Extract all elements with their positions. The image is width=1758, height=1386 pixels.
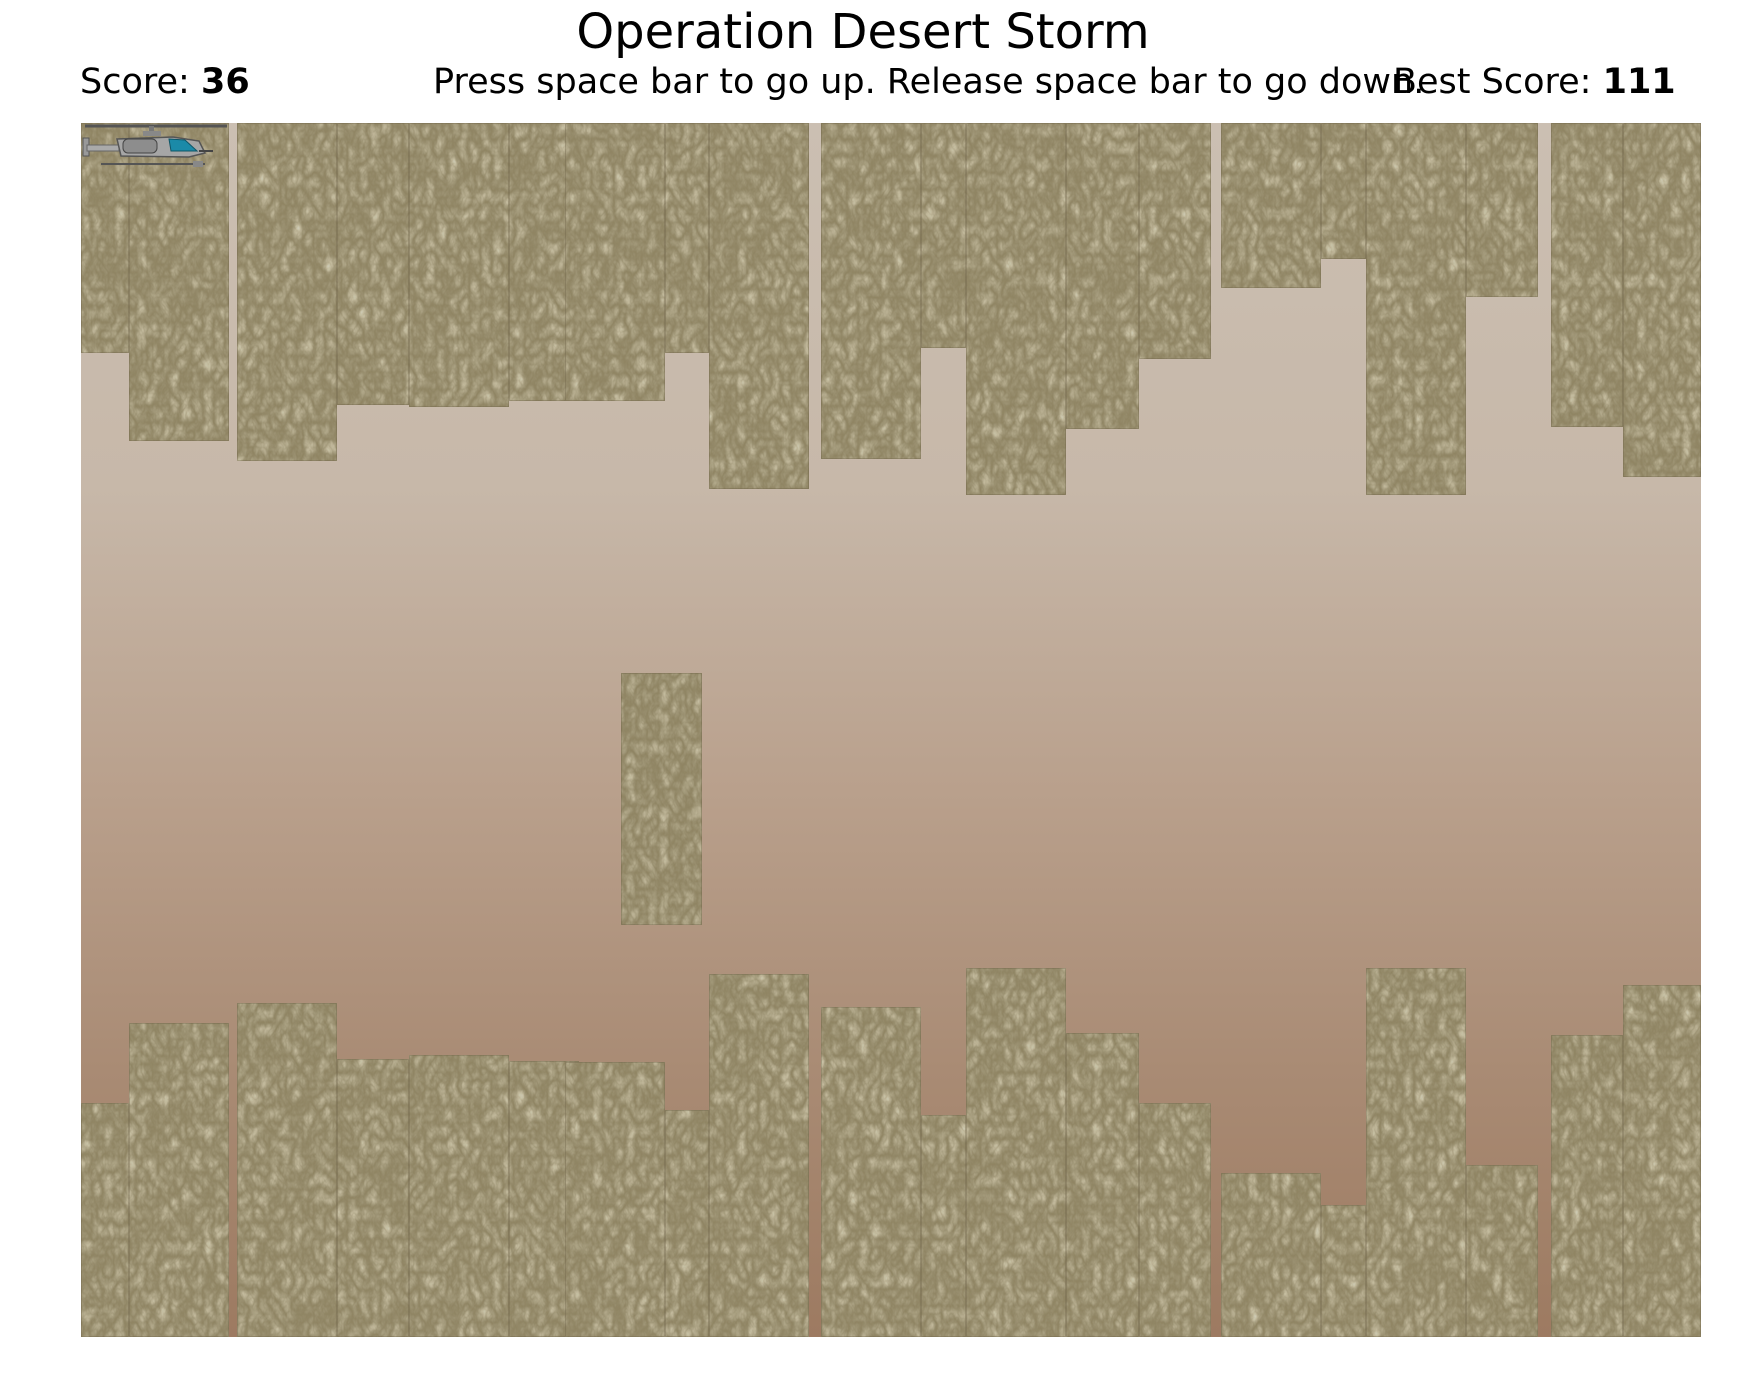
ceiling-rock-17: [1466, 123, 1538, 297]
floor-rock-1: [129, 1023, 229, 1337]
floor-rock-9: [821, 1007, 921, 1337]
floor-rock-4: [409, 1055, 509, 1337]
ceiling-rock-1: [129, 123, 229, 441]
ceiling-rock-2: [237, 123, 337, 461]
ceiling-rock-18: [1551, 123, 1623, 427]
terrain-layer: [81, 123, 1701, 1337]
floor-rock-3: [337, 1059, 409, 1337]
floor-rock-15: [1321, 1205, 1366, 1337]
game-canvas[interactable]: [81, 123, 1701, 1337]
ceiling-rock-4: [409, 123, 509, 407]
ceiling-rock-8: [709, 123, 809, 489]
ceiling-rock-16: [1366, 123, 1466, 495]
score-display: Score: 36: [80, 60, 250, 104]
floor-rock-7: [665, 1110, 709, 1337]
ceiling-rock-3: [337, 123, 409, 405]
floor-rock-12: [1066, 1033, 1139, 1337]
helicopter-icon: [82, 124, 227, 167]
floor-rock-16: [1366, 968, 1466, 1337]
floor-rock-10: [921, 1115, 966, 1337]
game-title: Operation Desert Storm: [576, 4, 1150, 60]
ceiling-rock-14: [1221, 123, 1321, 288]
floor-rock-2: [237, 1003, 337, 1337]
floor-rock-0: [81, 1103, 129, 1337]
ceiling-rock-13: [1139, 123, 1211, 359]
floor-rock-19: [1623, 985, 1701, 1337]
score-value: 36: [200, 62, 250, 102]
ceiling-rock-9: [821, 123, 921, 459]
floor-rock-6: [565, 1062, 665, 1337]
floating-rock-obstacle: [621, 673, 702, 925]
best-score-display: Best Score: 111: [1393, 60, 1676, 104]
instructions-text: Press space bar to go up. Release space …: [433, 62, 1425, 102]
floor-rock-11: [966, 968, 1066, 1337]
ceiling-rock-12: [1066, 123, 1139, 429]
score-label: Score:: [80, 62, 190, 102]
ceiling-rock-10: [921, 123, 966, 348]
floor-rock-13: [1139, 1103, 1211, 1337]
best-score-value: 111: [1602, 62, 1676, 102]
ceiling-rock-7: [665, 123, 709, 353]
floor-rock-8: [709, 974, 809, 1337]
ceiling-rock-11: [966, 123, 1066, 495]
floor-rock-14: [1221, 1173, 1321, 1337]
ceiling-rock-6: [565, 123, 665, 401]
best-score-label: Best Score:: [1393, 62, 1592, 102]
floor-rock-18: [1551, 1035, 1623, 1337]
ceiling-rock-19: [1623, 123, 1701, 477]
ceiling-rock-0: [81, 123, 129, 353]
ceiling-rock-15: [1321, 123, 1366, 259]
floor-rock-17: [1466, 1165, 1538, 1337]
